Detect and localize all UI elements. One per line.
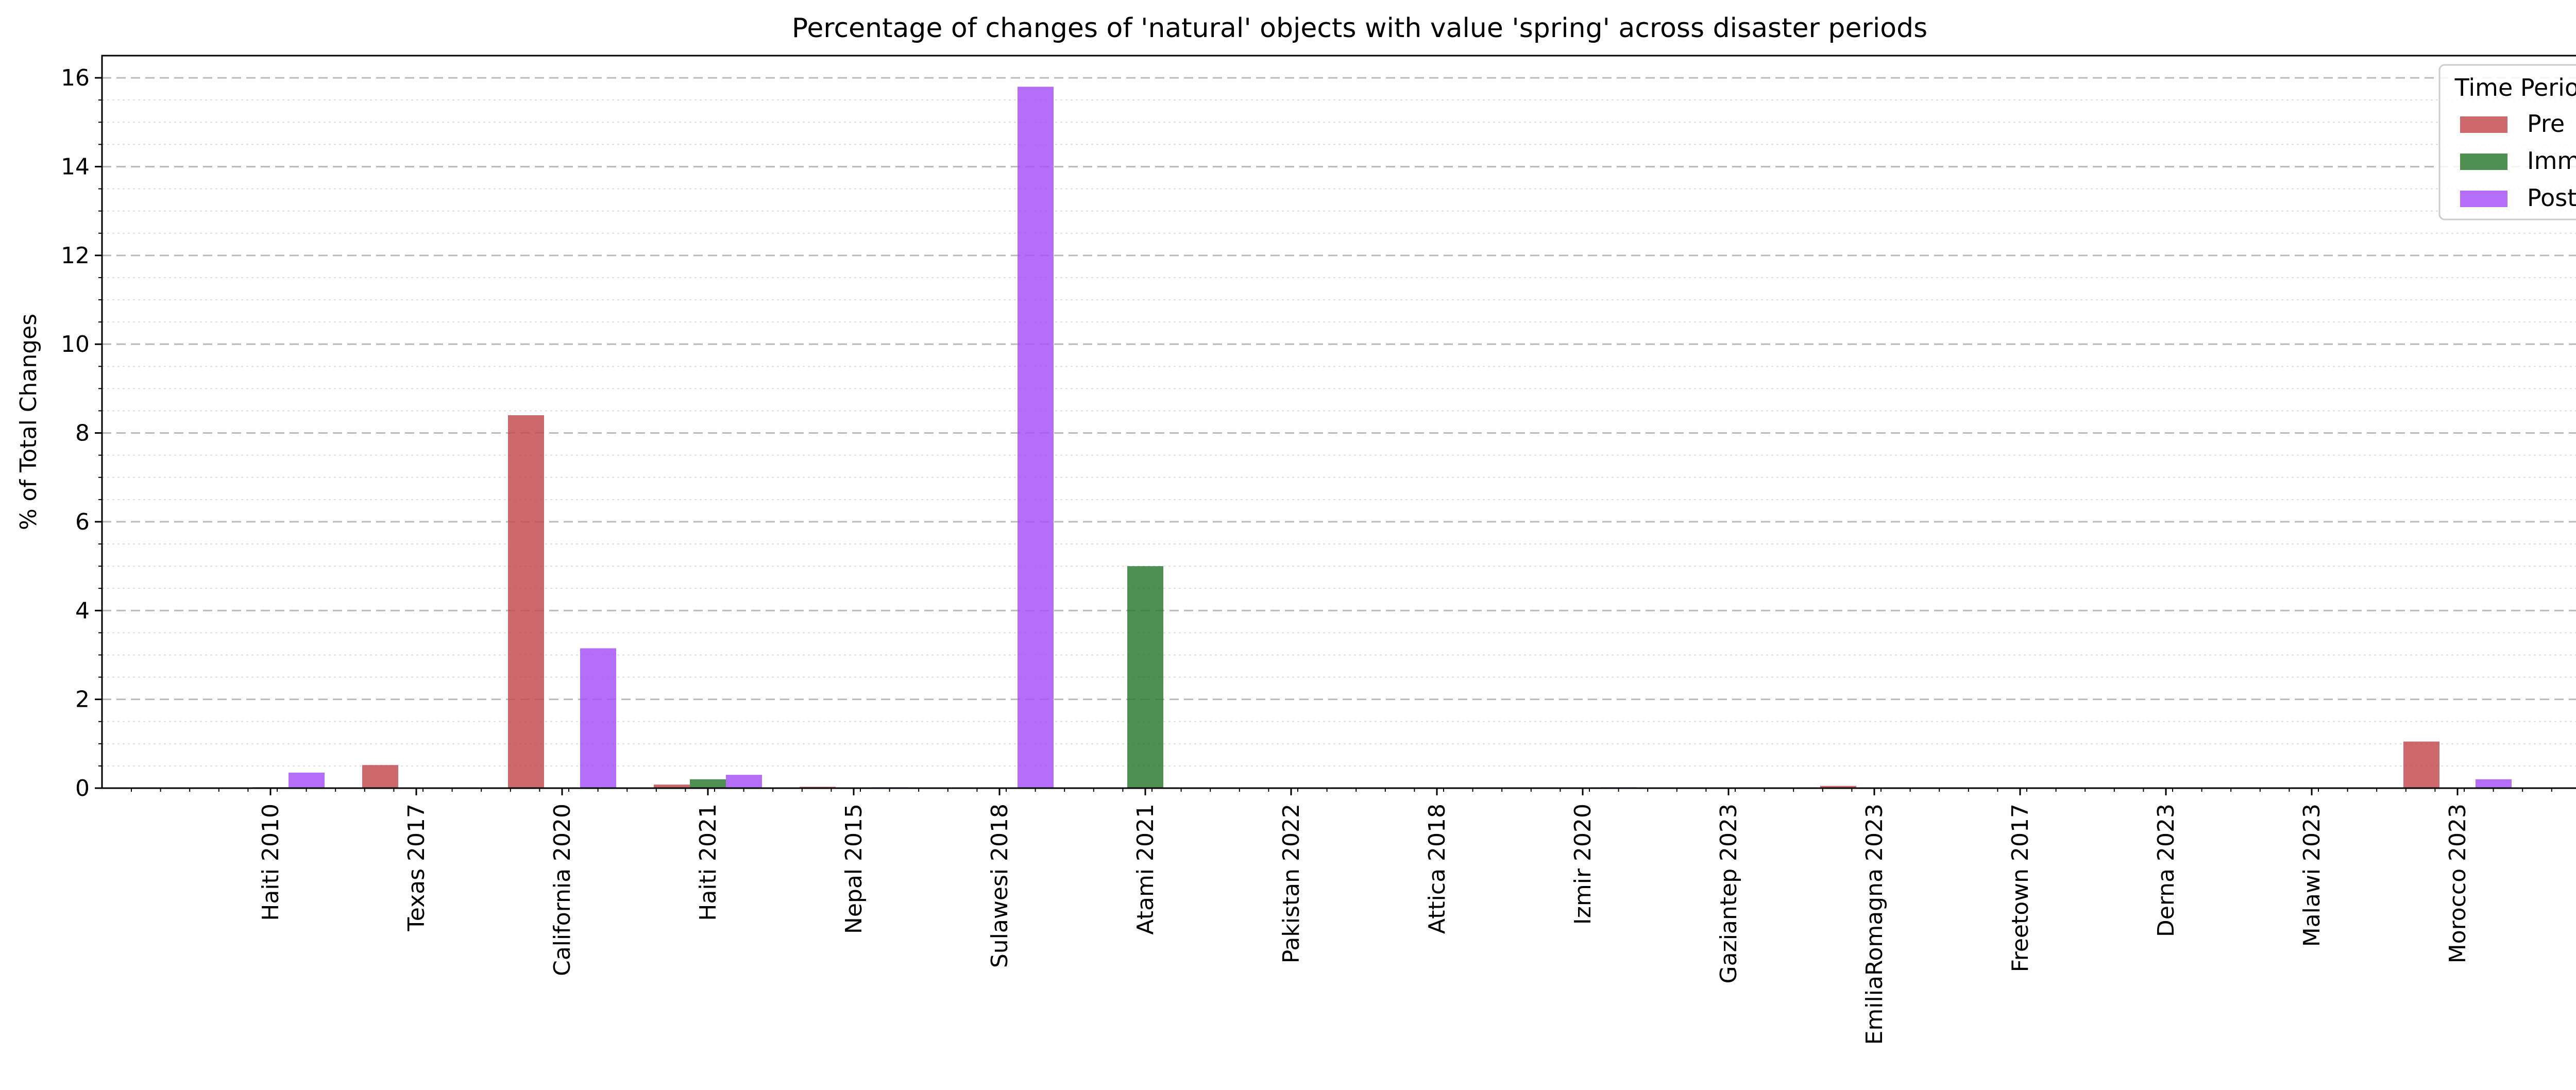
grid-lines [102,77,2576,767]
x-tick-label: Gaziantep 2023 [1716,804,1742,983]
y-axis-label: % of Total Changes [15,314,42,530]
x-tick-label: Nepal 2015 [841,804,867,934]
bar-pre-2 [508,415,544,788]
bars-group [252,87,2512,788]
y-tick-label: 0 [75,775,90,802]
x-tick-label: Malawi 2023 [2299,804,2325,947]
bar-post-15 [2476,779,2512,788]
bar-post-3 [726,775,762,788]
y-tick-label: 12 [61,243,90,269]
x-tick-label: Haiti 2010 [258,804,284,921]
bar-post-0 [289,772,325,788]
y-tick-label: 2 [75,687,90,713]
plot-frame [101,55,2576,789]
legend-label-pre: Pre [2527,110,2565,138]
x-tick-label: Derna 2023 [2153,804,2179,937]
y-tick-label: 10 [61,331,90,357]
x-tick-label: Haiti 2021 [695,804,721,921]
x-tick-label: Izmir 2020 [1570,804,1596,925]
y-tick-label: 8 [75,420,90,447]
x-tick-label: California 2020 [549,804,575,976]
axes-group: 0 2 4 6 8 10 12 14 16 Haiti 2010 Texas 2017 Califor… [61,55,2576,1045]
bar-post-2 [580,648,616,788]
bar-pre-11 [1820,786,1856,788]
legend: Time Period Pre Imm Post [2438,64,2576,220]
legend-label-post: Post [2527,184,2576,212]
bar-post-5 [1018,87,1054,788]
bar-pre-3 [654,785,690,788]
x-tick-label: Sulawesi 2018 [987,804,1013,968]
bar-imm-3 [690,779,726,788]
y-tick-label: 14 [61,154,90,180]
legend-title: Time Period [2454,74,2576,101]
x-tick-label: Pakistan 2022 [1278,804,1304,963]
legend-label-imm: Imm [2527,147,2576,175]
bar-pre-15 [2403,741,2439,788]
legend-swatch-post [2460,191,2507,207]
chart-title: Percentage of changes of 'natural' objec… [792,13,1927,44]
y-tick-label: 4 [75,598,90,624]
x-tick-label: EmiliaRomagna 2023 [1861,804,1888,1045]
bar-imm-6 [1127,566,1163,788]
bar-pre-1 [362,765,398,788]
y-tick-label: 16 [61,65,90,91]
x-tick-label: Texas 2017 [403,804,430,932]
x-tick-label: Freetown 2017 [2007,804,2033,972]
legend-swatch-pre [2460,116,2507,133]
y-tick-label: 6 [75,509,90,535]
legend-box [2438,64,2576,220]
x-tick-label: Attica 2018 [1424,804,1450,934]
x-tick-label: Atami 2021 [1132,804,1159,935]
legend-swatch-imm [2460,154,2507,170]
x-tick-label: Morocco 2023 [2445,804,2471,963]
